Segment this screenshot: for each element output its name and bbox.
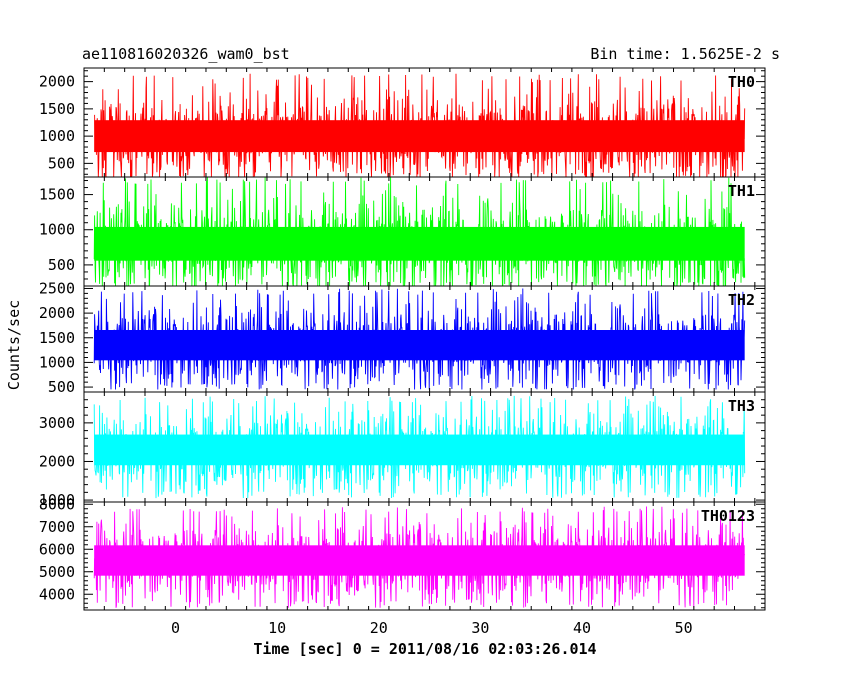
y-tick-label: 2000 — [39, 73, 75, 91]
y-tick-label: 2000 — [39, 304, 75, 322]
y-tick-label: 500 — [48, 256, 75, 274]
panel-th0: 500 1000 1500 2000 TH0 — [39, 67, 766, 178]
series-line-th3 — [93, 395, 746, 499]
y-tick-label: 8000 — [39, 495, 75, 513]
y-tick-label: 7000 — [39, 518, 75, 536]
y-tick-label: 500 — [48, 154, 75, 172]
channel-label: TH1 — [728, 182, 755, 200]
series-line-th2 — [93, 288, 746, 390]
series-line-th1 — [93, 176, 746, 287]
channel-label: TH2 — [728, 291, 755, 309]
channel-label: TH0123 — [701, 507, 755, 525]
x-tick-label: 10 — [268, 619, 286, 637]
series-line-th0123 — [93, 506, 746, 608]
y-tick-label: 1500 — [39, 329, 75, 347]
panel-th1: 500 1000 1500 TH1 — [39, 176, 766, 287]
chart-title: ae110816020326_wam0_bst — [82, 45, 290, 63]
x-tick-label: 0 — [171, 619, 180, 637]
y-tick-label: 1500 — [39, 100, 75, 118]
channel-label: TH0 — [728, 73, 755, 91]
y-tick-label: 4000 — [39, 585, 75, 603]
x-tick-label: 30 — [471, 619, 489, 637]
x-tick-label: 40 — [573, 619, 591, 637]
bin-time-label: Bin time: 1.5625E-2 s — [590, 45, 780, 63]
y-tick-label: 2500 — [39, 279, 75, 297]
channel-label: TH3 — [728, 397, 755, 415]
panel-th3: 1000 2000 3000 TH3 — [39, 391, 766, 509]
y-tick-label: 1000 — [39, 353, 75, 371]
x-axis-label: Time [sec] 0 = 2011/08/16 02:03:26.014 — [253, 640, 596, 658]
y-axis-label: Counts/sec — [5, 300, 23, 390]
y-tick-label: 1000 — [39, 127, 75, 145]
series-line-th0 — [94, 73, 746, 178]
y-tick-label: 500 — [48, 378, 75, 396]
y-tick-label: 6000 — [39, 540, 75, 558]
panel-frame — [83, 501, 766, 611]
panel-th0123: 4000 5000 6000 7000 8000 TH0123 — [39, 495, 766, 611]
x-tick-label: 20 — [370, 619, 388, 637]
y-tick-label: 1500 — [39, 186, 75, 204]
panel-th2: 500 1000 1500 2000 2500 TH2 — [39, 279, 766, 396]
y-tick-label: 3000 — [39, 414, 75, 432]
x-tick-label: 50 — [675, 619, 693, 637]
y-tick-label: 2000 — [39, 452, 75, 470]
y-tick-label: 5000 — [39, 563, 75, 581]
y-tick-label: 1000 — [39, 221, 75, 239]
y-tick-label: 1000 — [39, 491, 75, 509]
